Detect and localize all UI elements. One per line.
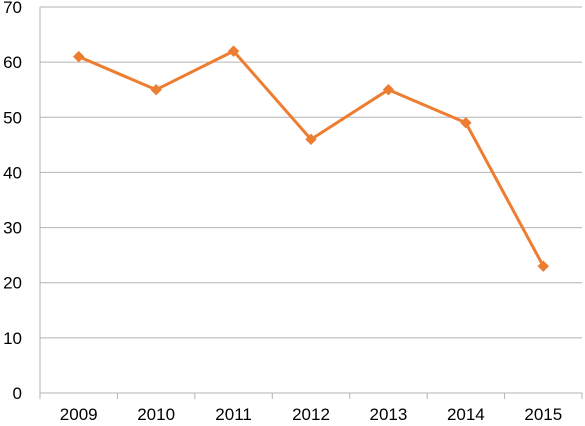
- x-tick-label: 2010: [137, 405, 175, 424]
- data-point-marker: [537, 260, 549, 272]
- data-point-marker: [382, 84, 395, 96]
- y-tick-label: 0: [13, 384, 22, 403]
- series-line: [77, 49, 545, 268]
- data-point-marker: [73, 50, 85, 63]
- data-point-marker: [150, 84, 162, 96]
- x-tick-label: 2013: [370, 405, 408, 424]
- series: [73, 45, 549, 272]
- x-tick-label: 2009: [60, 405, 98, 424]
- y-tick-label: 50: [3, 108, 22, 127]
- y-tick-label: 20: [3, 274, 22, 293]
- data-point-marker: [460, 117, 472, 129]
- x-tick-label: 2012: [292, 405, 330, 424]
- y-tick-label: 10: [3, 329, 22, 348]
- y-tick-label: 40: [3, 163, 22, 182]
- data-point-marker: [227, 45, 240, 57]
- y-axis-tick-labels: 0 10 20 30 40 50 60 70: [3, 0, 22, 403]
- x-tick-label: 2011: [215, 405, 252, 424]
- gridlines: [40, 6, 582, 339]
- y-tick-label: 60: [3, 53, 22, 72]
- x-axis-tick-labels: 2009 2010 2011 2012 2013 2014 2015: [60, 405, 562, 424]
- y-tick-label: 70: [3, 0, 22, 17]
- x-tick-label: 2014: [447, 405, 485, 424]
- x-tick-label: 2015: [524, 405, 562, 424]
- data-point-marker: [305, 133, 317, 146]
- axes: [39, 7, 583, 399]
- y-tick-label: 30: [3, 219, 22, 238]
